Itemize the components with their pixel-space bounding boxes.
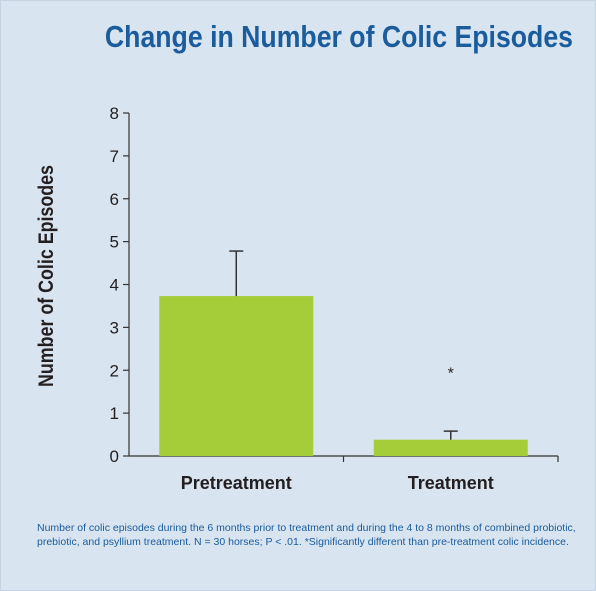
bar-pretreatment bbox=[159, 296, 314, 456]
y-axis-label: Number of Colic Episodes bbox=[35, 165, 59, 387]
y-tick-label: 2 bbox=[110, 361, 119, 380]
x-tick-label: Pretreatment bbox=[181, 473, 292, 493]
y-tick-label: 7 bbox=[110, 147, 119, 166]
bars bbox=[159, 296, 528, 456]
y-tick-label: 0 bbox=[110, 447, 119, 466]
bar-chart: 0 1 2 3 4 5 6 7 8 Pretreatment Treatment * Number… bbox=[35, 104, 559, 493]
chart-title: Change in Number of Colic Episodes bbox=[104, 19, 574, 54]
y-tick-label: 5 bbox=[110, 233, 119, 252]
x-tick-labels: Pretreatment Treatment bbox=[181, 473, 494, 493]
annotations: * bbox=[448, 365, 454, 382]
bar-treatment bbox=[373, 439, 528, 456]
y-tick-label: 6 bbox=[110, 190, 119, 209]
y-tick-label: 1 bbox=[110, 404, 119, 423]
significance-marker: * bbox=[448, 365, 454, 382]
y-tick-label: 8 bbox=[110, 104, 119, 123]
figure-caption: Number of colic episodes during the 6 mo… bbox=[37, 522, 576, 548]
y-tick-label: 3 bbox=[110, 318, 119, 337]
y-ticks: 0 1 2 3 4 5 6 7 8 bbox=[110, 104, 129, 466]
x-tick-label: Treatment bbox=[408, 473, 494, 493]
error-bars bbox=[229, 250, 458, 440]
y-tick-label: 4 bbox=[110, 276, 119, 295]
